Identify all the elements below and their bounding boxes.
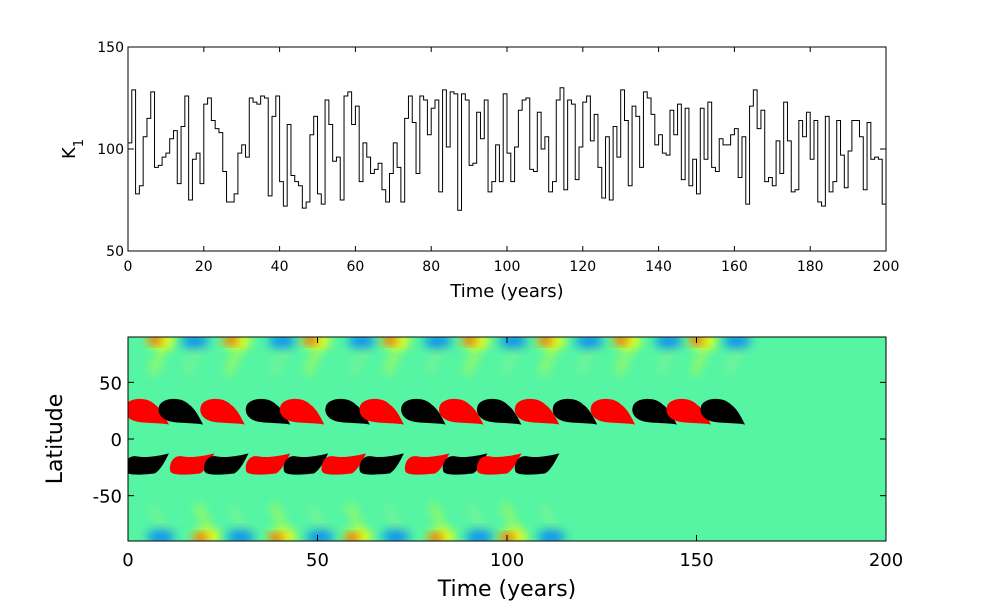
- x-axis-label-bottom: Time (years): [437, 577, 577, 602]
- x-axis-bottom: 0 50 100 150 200: [122, 337, 903, 571]
- blob-north-negative: [401, 398, 446, 425]
- polar-patch-north: [423, 337, 452, 348]
- x-tick-label: 40: [271, 259, 289, 275]
- y-tick-label: 100: [97, 142, 124, 158]
- polar-patch-south: [226, 530, 255, 541]
- blob-north-negative: [476, 398, 522, 425]
- polar-core-north: [382, 337, 397, 344]
- blob-south-positive: [169, 453, 215, 475]
- x-tick-label: 100: [494, 259, 521, 275]
- y-tick-label: 50: [99, 373, 122, 394]
- blob-south-negative: [514, 453, 560, 475]
- x-tick-label: 140: [645, 259, 672, 275]
- x-tick-label: 200: [873, 259, 900, 275]
- blob-north-positive: [666, 398, 711, 425]
- polar-patch-south: [146, 530, 175, 541]
- x-tick-label: 150: [679, 550, 713, 571]
- y-tick-label: 50: [106, 244, 124, 260]
- blob-north-negative: [245, 398, 291, 425]
- polar-patch-north: [181, 337, 210, 348]
- y-tick-label: 0: [111, 430, 122, 451]
- blob-south-negative: [128, 453, 169, 475]
- polar-patch-north: [268, 337, 297, 348]
- x-tick-label: 180: [797, 259, 824, 275]
- k1-time-series-panel: 0 20 40 60 80 100 120 140 160 180 200 50 100 150 Tim…: [59, 40, 899, 302]
- polar-core-south: [269, 534, 284, 541]
- x-tick-label: 0: [124, 259, 133, 275]
- blob-north-negative: [158, 398, 204, 425]
- blob-north-positive: [590, 398, 636, 425]
- blob-north-positive: [128, 398, 169, 425]
- blob-south-negative: [283, 453, 329, 475]
- blob-north-positive: [200, 398, 245, 425]
- blob-north-negative: [552, 398, 598, 425]
- polar-core-south: [428, 534, 443, 541]
- x-tick-label: 0: [122, 550, 133, 571]
- polar-core-north: [147, 337, 162, 344]
- polar-core-south: [345, 534, 360, 541]
- polar-patch-north: [347, 337, 376, 348]
- x-tick-label: 100: [490, 550, 524, 571]
- polar-patch-north: [575, 337, 604, 348]
- y-tick-label: 150: [97, 40, 124, 56]
- x-tick-label: 60: [346, 259, 364, 275]
- k1-step-line: [128, 87, 886, 211]
- x-tick-label: 120: [569, 259, 596, 275]
- blob-south-positive: [245, 453, 291, 475]
- blob-north-negative: [632, 398, 677, 425]
- x-tick-label: 160: [721, 259, 748, 275]
- y-axis-top: 50 100 150: [97, 40, 886, 260]
- butterfly-diagram-panel: 0 50 100 150 200 -50 0 50 Time (years) Latitud…: [43, 336, 903, 602]
- blob-south-positive: [476, 453, 522, 475]
- y-axis-label-top: K1: [59, 139, 87, 159]
- polar-patch-north: [499, 337, 528, 348]
- blob-south-negative: [442, 453, 488, 475]
- polar-core-north: [223, 337, 238, 344]
- x-tick-label: 50: [306, 550, 329, 571]
- blob-south-negative: [359, 453, 404, 475]
- polar-patch-south: [537, 530, 566, 541]
- blob-south-positive: [404, 453, 450, 475]
- polar-core-north: [303, 337, 318, 344]
- blob-north-negative: [325, 398, 370, 425]
- polar-core-south: [193, 534, 208, 541]
- x-tick-label: 20: [195, 259, 213, 275]
- polar-field-pattern: [146, 337, 752, 541]
- blob-north-positive: [514, 398, 560, 425]
- toroidal-field-blobs: [128, 398, 746, 475]
- polar-core-north: [614, 337, 629, 344]
- polar-patch-south: [381, 530, 410, 541]
- y-tick-label: -50: [93, 487, 122, 508]
- y-axis-label-bottom: Latitude: [43, 394, 68, 485]
- blob-north-positive: [279, 398, 325, 425]
- polar-patch-south: [465, 530, 494, 541]
- polar-patch-north: [723, 337, 752, 348]
- y-axis-bottom: -50 0 50: [93, 373, 886, 508]
- x-tick-label: 80: [422, 259, 440, 275]
- x-axis-top: 0 20 40 60 80 100 120 140 160 180 200: [124, 47, 900, 275]
- polar-patch-south: [306, 530, 335, 541]
- blob-south-negative: [204, 453, 249, 475]
- x-axis-label-top: Time (years): [449, 281, 563, 302]
- blob-north-positive: [359, 398, 404, 425]
- blob-north-positive: [439, 398, 484, 425]
- blob-north-negative: [700, 398, 746, 425]
- blob-south-positive: [321, 453, 367, 475]
- x-tick-label: 200: [869, 550, 903, 571]
- polar-patch-north: [654, 337, 683, 348]
- polar-core-north: [462, 337, 477, 344]
- polar-core-north: [538, 337, 553, 344]
